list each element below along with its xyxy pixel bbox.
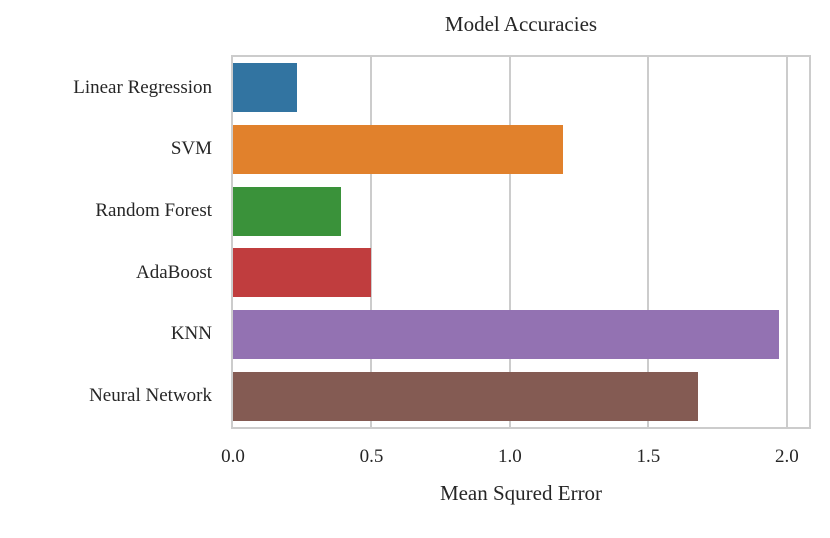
x-tick-label: 1.5 [636, 446, 661, 467]
x-tick-label: 1.0 [498, 446, 522, 467]
bar-adaboost [233, 248, 372, 298]
bar-random-forest [233, 186, 341, 236]
y-tick-label: Linear Regression [73, 76, 212, 98]
bar-svm [233, 124, 563, 175]
x-axis-ticks: 0.0 0.5 1.0 1.5 2.0 [221, 446, 809, 472]
x-tick-label: 2.0 [774, 446, 799, 467]
chart-title: Model Accuracies [444, 12, 598, 36]
gridline [647, 57, 650, 427]
bar-neural-network [233, 371, 699, 421]
plot-area [231, 55, 811, 429]
gridline [370, 57, 373, 427]
bar-knn [233, 309, 779, 360]
y-tick-label: KNN [170, 323, 212, 345]
y-tick-label: Random Forest [95, 200, 212, 222]
y-tick-label: AdaBoost [136, 261, 212, 283]
y-tick-label: SVM [170, 138, 212, 160]
x-tick-label: 0.0 [221, 446, 245, 467]
y-tick-label: Neural Network [89, 385, 212, 407]
x-tick-label: 0.5 [359, 446, 384, 467]
x-axis-label: Mean Squred Error [439, 481, 603, 505]
gridline [785, 57, 788, 427]
y-axis-labels: Linear Regression SVM Random Forest AdaBoos… [0, 57, 212, 427]
bar-linear-regression [233, 63, 297, 113]
gridline [508, 57, 511, 427]
